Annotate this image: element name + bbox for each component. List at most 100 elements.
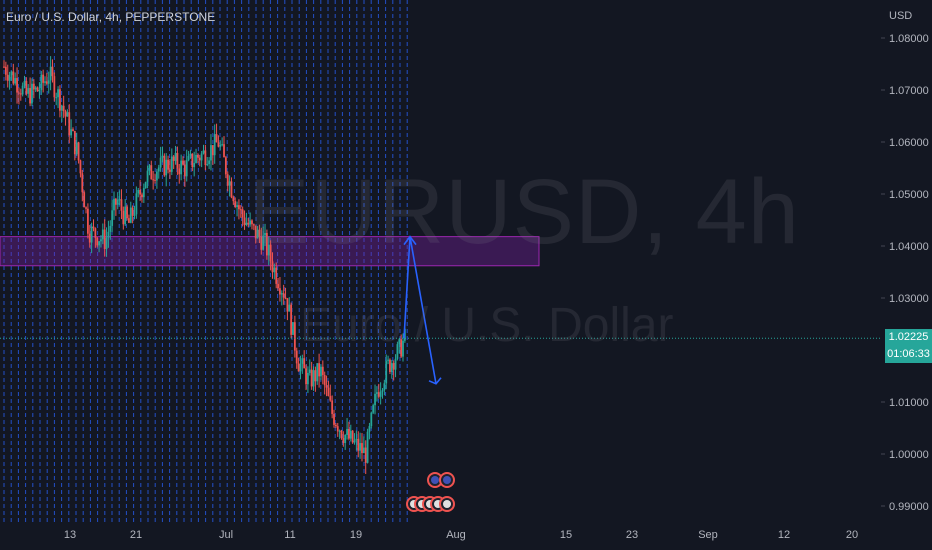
last-price-label: 1.02225 — [885, 329, 932, 346]
candle-body — [262, 235, 265, 250]
candle-body — [85, 207, 87, 209]
candle-body — [355, 438, 358, 441]
candle-body — [303, 358, 306, 369]
candle-body — [141, 194, 143, 198]
candle-body — [336, 426, 339, 432]
candle-body — [221, 144, 224, 146]
candle-body — [392, 362, 395, 370]
candle-body — [172, 156, 175, 161]
candle-body — [92, 226, 95, 229]
candle-body — [96, 237, 99, 246]
candle-body — [116, 199, 119, 205]
candle-body — [152, 179, 155, 181]
candle-body — [53, 76, 56, 98]
time-tick-label: 11 — [284, 529, 295, 541]
candle-body — [25, 80, 28, 94]
candle-body — [325, 385, 328, 388]
time-tick-label: 15 — [560, 529, 572, 541]
candle-body — [323, 374, 326, 386]
candle-body — [157, 167, 160, 172]
candle-body — [133, 214, 136, 216]
candle-body — [387, 359, 389, 361]
candle-body — [182, 160, 184, 165]
candle-body — [118, 199, 121, 201]
candlestick-series — [3, 56, 406, 475]
candle-body — [364, 447, 367, 463]
candle-body — [154, 179, 156, 181]
candle-body — [230, 181, 233, 198]
candle-body — [366, 431, 369, 463]
price-tick-label: 1.01000 — [889, 397, 929, 409]
currency-label[interactable]: USD — [889, 10, 913, 22]
candle-body — [45, 81, 48, 84]
candle-body — [273, 267, 276, 273]
candle-body — [379, 391, 382, 397]
price-axis: 1.08000 1.07000 1.06000 1.05000 1.04000 1.030… — [881, 33, 929, 513]
candle-body — [142, 188, 145, 198]
candle-body — [321, 366, 324, 375]
candle-body — [362, 447, 365, 454]
countdown-label: 01:06:33 — [885, 346, 932, 363]
candle-body — [282, 293, 285, 298]
candle-body — [180, 160, 183, 175]
candle-body — [79, 160, 82, 174]
candle-body — [31, 83, 33, 104]
candle-body — [19, 93, 22, 95]
candle-body — [361, 443, 363, 454]
candle-body — [114, 198, 117, 205]
candle-body — [23, 80, 26, 86]
candle-body — [305, 368, 307, 385]
candle-body — [224, 157, 227, 175]
candle-body — [277, 283, 279, 289]
candle-body — [245, 222, 248, 225]
candle-body — [217, 142, 220, 147]
candle-body — [275, 267, 278, 284]
candle-body — [286, 298, 289, 312]
time-tick-label: Sep — [698, 529, 718, 541]
candle-body — [40, 74, 43, 90]
candle-body — [178, 168, 181, 175]
candle-body — [338, 430, 341, 432]
time-tick-label: 20 — [846, 529, 858, 541]
candle-body — [10, 71, 13, 76]
candle-body — [47, 80, 50, 84]
candle-body — [236, 205, 238, 208]
candle-body — [90, 226, 93, 243]
candle-body — [165, 159, 168, 176]
candle-body — [247, 222, 250, 225]
candle-body — [331, 400, 334, 414]
candle-body — [256, 229, 259, 239]
candle-body — [342, 437, 345, 443]
time-tick-label: 21 — [130, 529, 142, 541]
candle-body — [370, 412, 373, 427]
price-tick-label: 1.07000 — [889, 85, 929, 97]
candle-body — [18, 92, 20, 94]
candle-body — [265, 233, 268, 256]
candle-body — [62, 105, 65, 112]
candle-body — [280, 293, 283, 295]
candle-body — [238, 205, 240, 210]
candle-body — [260, 236, 263, 250]
candle-body — [189, 153, 192, 157]
candle-body — [241, 209, 244, 218]
candle-body — [36, 87, 39, 92]
candle-body — [94, 228, 97, 238]
candle-body — [210, 145, 212, 161]
candle-body — [183, 164, 186, 177]
candle-body — [191, 153, 194, 168]
candle-body — [3, 66, 5, 68]
candle-body — [269, 244, 272, 262]
candle-body — [105, 237, 108, 250]
candle-body — [111, 210, 114, 226]
candle-body — [187, 156, 190, 161]
candle-body — [400, 339, 403, 357]
candle-body — [357, 438, 360, 451]
candle-body — [60, 105, 63, 111]
time-tick-label: 23 — [626, 529, 638, 541]
candle-body — [288, 304, 291, 312]
candle-body — [170, 156, 173, 172]
candle-body — [87, 208, 89, 234]
time-tick-label: 13 — [64, 529, 76, 541]
candle-body — [215, 134, 218, 143]
